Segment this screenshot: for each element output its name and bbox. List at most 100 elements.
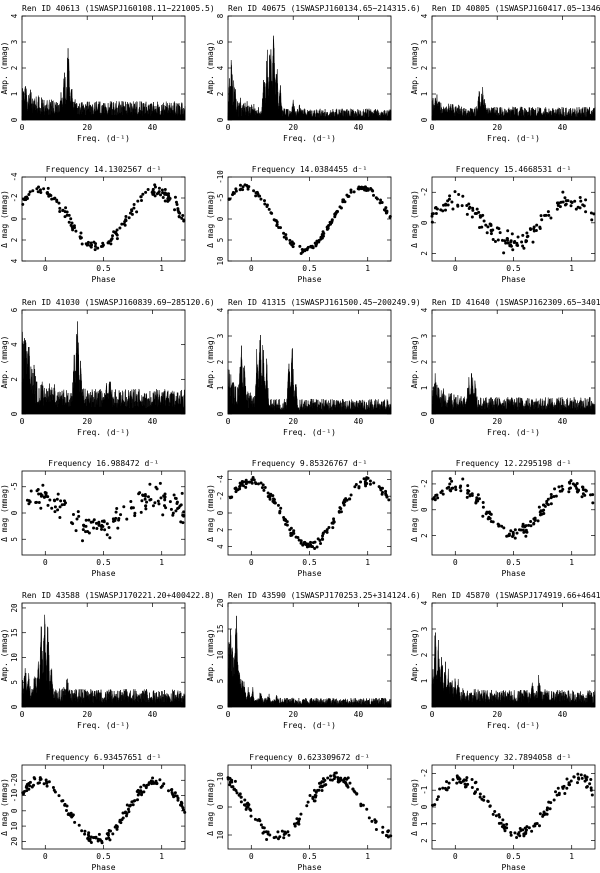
phase-point [46,495,50,499]
phase-point [549,493,553,497]
phase-point [245,806,249,810]
phase-point [258,819,262,823]
periodogram-title: Ren ID 40805 (1SWASPJ160417.05−134609.4) [432,4,600,13]
phase-point [557,793,561,797]
phase-point [173,794,177,798]
phase-point [50,197,54,201]
phase-point [451,778,455,782]
phase-point [521,244,525,248]
phase-point [39,190,43,194]
phase-point [449,489,453,493]
phase-point [532,517,536,521]
phase-point [32,776,36,780]
phase-point [488,804,492,808]
phase-point [132,202,136,206]
phase-point [306,800,310,804]
periodogram-line [431,632,596,704]
phase-point [535,223,539,227]
phase-point [61,208,65,212]
phase-point [101,244,105,248]
x-tick-label: 20 [288,417,298,426]
phase-point [53,505,57,509]
phase-point [368,482,372,486]
periodogram-title: Ren ID 41640 (1SWASPJ162309.65−340110.9) [432,298,600,307]
plot-frame [227,15,392,121]
phase-point [138,491,142,495]
phase-point [304,542,308,546]
phase-point [430,220,434,224]
y-tick-label: 2 [10,66,19,71]
phase-point [467,489,471,493]
y-tick-label: 0 [420,804,429,809]
phase-point [467,207,471,211]
phase-point [537,505,541,509]
phase-point [177,215,181,219]
phase-point [498,815,502,819]
phase-point [506,241,510,245]
phase-point [573,199,577,203]
phase-point [328,778,332,782]
phase-point [173,208,177,212]
phase-point [381,825,385,829]
phase-point [45,191,49,195]
y-tick-label: 1 [216,386,225,391]
x-axis-label: Phase [297,275,321,284]
phase-point [244,485,248,489]
phase-point [343,780,347,784]
phase-panel-row2-col2-lc: 0 0.5 1 -4 -2 0 2 4 Frequency 9.85326767 d⁻¹ Phas… [206,459,392,578]
phase-point [516,235,520,239]
phase-point [262,826,266,830]
y-tick-label: 0 [216,704,225,709]
phase-point [263,202,267,206]
phase-point [332,517,336,521]
phase-point [230,785,234,789]
phase-point [552,494,556,498]
phase-point [25,786,29,790]
phase-point [265,203,269,207]
phase-point [561,190,565,194]
frequency-caption: Frequency 12.2295198 d⁻¹ [456,459,572,468]
phase-point [158,481,162,485]
phase-point [125,803,129,807]
phase-point [36,190,40,194]
phase-panel-row3-col1-lc: 0 0.5 1 -20-10 0 10 20 Frequency 6.93457651 d⁻¹… [0,753,187,872]
phase-point [176,208,180,212]
phase-point [461,779,465,783]
phase-point [144,190,148,194]
y-tick-label: 10 [10,821,19,831]
y-axis-label: Δ mag (mmag) [0,778,9,836]
periodogram-spikes [431,87,596,120]
y-tick-label: 3 [216,334,225,339]
phase-point [465,495,469,499]
phase-point [563,196,567,200]
phase-point [243,798,247,802]
phase-point [268,833,272,837]
phase-point [94,836,98,840]
y-tick-label: -10 [10,788,19,802]
phase-point [574,207,578,211]
phase-point [480,225,484,229]
phase-point [70,221,74,225]
phase-point [80,242,84,246]
phase-point [47,780,51,784]
plot-frame [227,764,392,850]
phase-point [438,787,442,791]
phase-point [531,240,535,244]
x-tick-label: 40 [148,123,158,132]
phase-point [156,499,160,503]
phase-point [256,482,260,486]
phase-point [145,500,149,504]
x-tick-label: 0 [430,123,435,132]
phase-point [564,199,568,203]
phase-point [136,199,140,203]
phase-point [43,495,47,499]
y-tick-label: 3 [10,40,19,45]
phase-point [260,486,264,490]
y-tick-label: 4 [216,544,225,549]
phase-point [592,212,596,216]
phase-point [506,229,510,233]
phase-point [466,782,470,786]
periodogram-spikes [21,48,186,120]
phase-point [518,826,522,830]
phase-point [172,493,176,497]
